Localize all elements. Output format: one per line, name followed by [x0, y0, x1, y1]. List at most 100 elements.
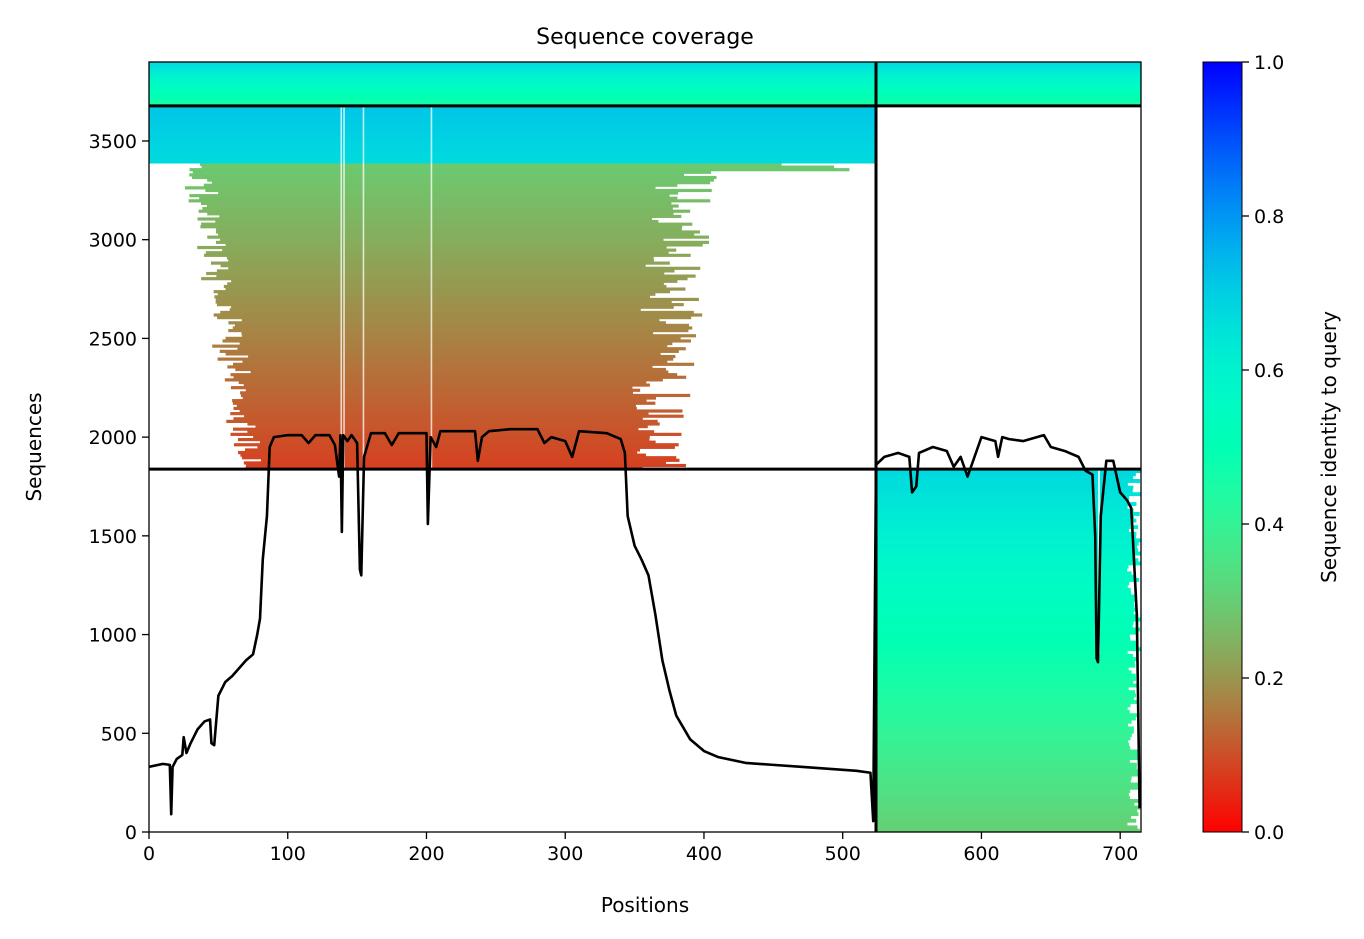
- heatmap-row: [241, 318, 660, 322]
- heatmap-row: [226, 419, 658, 423]
- heatmap-row: [876, 538, 1141, 543]
- heatmap-row: [242, 360, 668, 364]
- y-tick-label: 1000: [89, 625, 137, 647]
- heatmap-row: [876, 571, 1132, 576]
- heatmap-row: [876, 469, 1141, 474]
- heatmap-row: [876, 558, 1139, 563]
- heatmap-row: [217, 292, 656, 296]
- coverage-line-layer: [149, 427, 1141, 823]
- heatmap-row: [191, 175, 717, 180]
- heatmap-row: [230, 412, 649, 416]
- heatmap-row: [149, 65, 1141, 69]
- heatmap-row: [876, 610, 1134, 615]
- heatmap-row: [876, 630, 1137, 635]
- heatmap-row: [876, 601, 1135, 605]
- heatmap-row: [192, 170, 712, 174]
- x-tick-label: 700: [1102, 843, 1138, 865]
- x-tick-label: 0: [143, 843, 155, 865]
- heatmap-row: [230, 432, 682, 436]
- heatmap-row: [200, 225, 683, 229]
- heatmap-row: [876, 574, 1134, 579]
- heatmap-row: [876, 775, 1132, 780]
- heatmap-row: [207, 178, 714, 182]
- heatmap-row: [228, 328, 689, 333]
- heatmap-row: [876, 815, 1132, 820]
- heatmap-row: [218, 191, 679, 195]
- heatmap-row: [247, 422, 660, 426]
- heatmap-row: [876, 624, 1133, 629]
- heatmap-row: [876, 772, 1140, 777]
- x-tick-label: 500: [825, 843, 861, 865]
- heatmap-row: [876, 554, 1136, 559]
- heatmap-row: [149, 100, 1141, 103]
- heatmap-row: [149, 105, 876, 110]
- heatmap-row: [876, 597, 1137, 602]
- x-tick-label: 200: [408, 843, 444, 865]
- coverage-heatmap: [149, 62, 1141, 832]
- heatmap-row: [201, 222, 693, 226]
- heatmap-row: [876, 495, 1130, 500]
- heatmap-row: [149, 147, 876, 151]
- heatmap-row: [876, 799, 1140, 803]
- heatmap-row: [232, 401, 656, 405]
- heatmap-row: [876, 587, 1131, 592]
- heatmap-row: [233, 362, 695, 366]
- heatmap-row: [876, 792, 1129, 797]
- y-tick-label: 0: [125, 822, 137, 844]
- heatmap-row: [216, 274, 696, 278]
- heatmap-row: [876, 643, 1139, 648]
- heatmap-row: [233, 443, 679, 447]
- heatmap-row: [876, 808, 1138, 813]
- heatmap-row: [236, 404, 636, 408]
- heatmap-row: [188, 199, 711, 203]
- heatmap-row: [876, 766, 1137, 770]
- heatmap-row: [149, 72, 1141, 76]
- heatmap-row: [201, 165, 835, 169]
- heatmap-row: [876, 541, 1139, 546]
- heatmap-row: [149, 94, 1141, 98]
- heatmap-row: [876, 485, 1134, 490]
- heatmap-row: [200, 201, 672, 206]
- heatmap-row: [228, 258, 654, 263]
- heatmap-row: [876, 479, 1140, 483]
- heatmap-row: [213, 313, 703, 317]
- heatmap-row: [876, 825, 1138, 830]
- heatmap-row: [876, 723, 1128, 728]
- heatmap-row: [217, 357, 674, 361]
- heatmap-row: [240, 393, 691, 398]
- heatmap-row: [876, 581, 1130, 586]
- heatmap-row: [876, 690, 1136, 695]
- heatmap-row: [233, 375, 687, 379]
- heatmap-row: [876, 607, 1137, 612]
- heatmap-row: [218, 232, 695, 237]
- colorbar-tick-label: 0.8: [1254, 206, 1284, 228]
- gap-column: [362, 105, 365, 470]
- heatmap-row: [876, 657, 1138, 662]
- heatmap-row: [876, 822, 1128, 826]
- heatmap-row: [227, 365, 653, 369]
- heatmap-row: [876, 614, 1137, 619]
- colorbar-tick-label: 1.0: [1254, 52, 1284, 74]
- heatmap-row: [876, 647, 1141, 652]
- heatmap-row: [215, 300, 672, 304]
- heatmap-row: [149, 62, 1141, 65]
- heatmap-row: [876, 561, 1141, 566]
- heatmap-row: [225, 352, 661, 356]
- heatmap-row: [149, 108, 876, 112]
- gap-column: [430, 105, 433, 470]
- heatmap-row: [257, 445, 675, 449]
- heatmap-row: [239, 409, 683, 413]
- heatmap-row: [876, 785, 1140, 790]
- plot-frame: [148, 61, 1142, 833]
- heatmap-row: [149, 96, 1141, 100]
- heatmap-row: [219, 214, 682, 219]
- heatmap-row: [876, 634, 1130, 638]
- heatmap-row: [149, 118, 876, 122]
- heatmap-row: [876, 759, 1130, 764]
- heatmap-row: [876, 512, 1140, 516]
- heatmap-row: [876, 805, 1141, 810]
- heatmap-row: [876, 531, 1137, 536]
- heatmap-row: [149, 98, 1141, 101]
- heatmap-row: [216, 269, 675, 273]
